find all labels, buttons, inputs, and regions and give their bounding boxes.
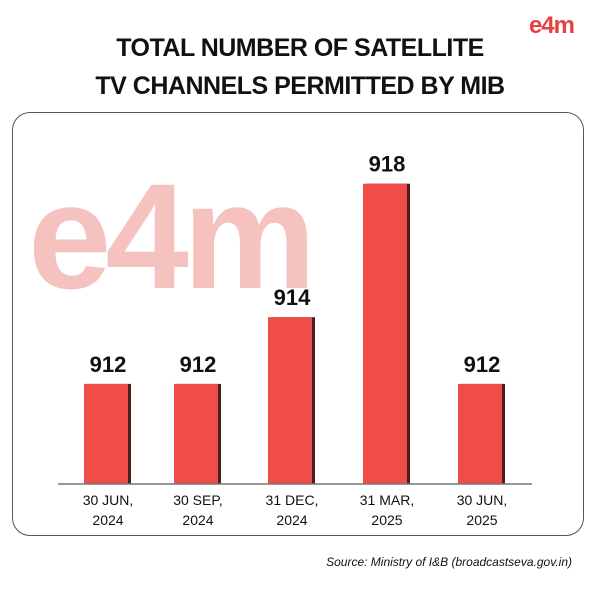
source-note: Source: Ministry of I&B (broadcastseva.g… bbox=[326, 555, 572, 569]
e4m-watermark: e4m bbox=[28, 152, 310, 320]
data-label: 914 bbox=[274, 285, 311, 310]
x-tick-label: 30 SEP, bbox=[173, 492, 223, 508]
x-tick-label: 31 MAR, bbox=[360, 492, 414, 508]
chart-title-line-1: TOTAL NUMBER OF SATELLITE bbox=[116, 34, 484, 62]
x-tick-label: 2025 bbox=[466, 512, 497, 528]
data-label: 912 bbox=[464, 352, 501, 377]
bar bbox=[174, 383, 218, 484]
x-tick-label: 30 JUN, bbox=[83, 492, 134, 508]
bar bbox=[458, 383, 502, 484]
bar bbox=[363, 183, 407, 484]
x-tick-label: 2024 bbox=[182, 512, 213, 528]
x-tick-label: 31 DEC, bbox=[266, 492, 319, 508]
x-tick-label: 2024 bbox=[276, 512, 307, 528]
bar bbox=[84, 383, 128, 484]
x-tick-label: 2024 bbox=[92, 512, 123, 528]
x-tick-label: 2025 bbox=[371, 512, 402, 528]
bar bbox=[268, 317, 312, 484]
data-label: 918 bbox=[369, 152, 406, 177]
x-tick-label: 30 JUN, bbox=[457, 492, 508, 508]
data-label: 912 bbox=[180, 352, 217, 377]
chart-title-line-2: TV CHANNELS PERMITTED BY MIB bbox=[95, 72, 505, 100]
e4m-logo: e4m bbox=[528, 12, 575, 39]
chart-frame bbox=[12, 112, 584, 536]
data-label: 912 bbox=[90, 352, 127, 377]
